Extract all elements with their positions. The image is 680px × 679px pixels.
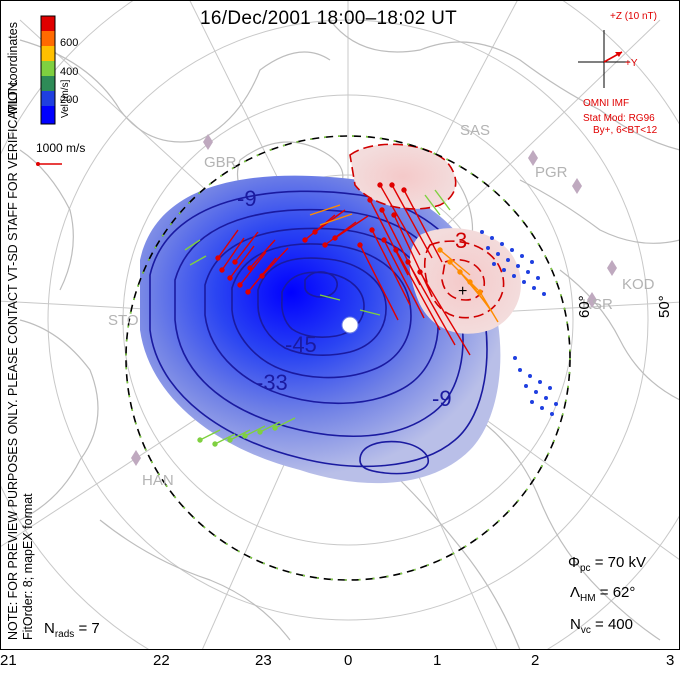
hm-latitude: ΛHM = 62° — [570, 584, 636, 604]
imf-y-label: +Y — [625, 58, 638, 69]
scale-arrow-dot — [36, 162, 40, 166]
mlt-tick-0: 0 — [344, 652, 353, 669]
station-kod: KOD — [622, 276, 655, 293]
mlt-tick-1: 1 — [433, 652, 442, 669]
velocity-vectors — [184, 182, 558, 447]
color-bar — [40, 15, 56, 125]
contour-label: -9 — [432, 386, 452, 411]
colorbar-tick-400: 400 — [60, 66, 79, 78]
vectors-orange — [309, 204, 499, 323]
radar-count: Nrads = 7 — [44, 620, 100, 640]
vectors-blue-dots — [480, 230, 558, 416]
station-sto: STO — [108, 312, 139, 329]
fit-order-label: FitOrder: 8; mapEX format — [21, 493, 35, 640]
station-gbr: GBR — [204, 154, 237, 171]
hm-boundary-vectors — [125, 135, 571, 581]
station-han: HAN — [142, 472, 174, 489]
station-sas: SAS — [460, 122, 491, 139]
mlt-tick-3: 3 — [666, 652, 675, 669]
latitude-50: 50° — [656, 295, 673, 318]
imf-condition: By+, 6<BT<12 — [593, 125, 658, 136]
preview-note: NOTE: FOR PREVIEW PURPOSES ONLY. PLEASE … — [6, 78, 20, 640]
mlt-tick-23: 23 — [255, 652, 272, 669]
mlt-tick-2: 2 — [531, 652, 540, 669]
svg-text:+: + — [458, 283, 467, 300]
imf-source: OMNI IMF — [583, 98, 630, 109]
page-title: 16/Dec/2001 18:00–18:02 UT — [200, 8, 458, 29]
pole-marker — [341, 316, 359, 334]
imf-dial — [578, 30, 630, 88]
coastlines — [19, 19, 680, 650]
scale-label: 1000 m/s — [36, 141, 86, 155]
vectors-dusk-red — [215, 209, 369, 295]
mlt-tick-22: 22 — [153, 652, 170, 669]
imf-z-label: +Z (10 nT) — [610, 11, 657, 22]
vector-count: Nvc = 400 — [570, 616, 633, 636]
contour-label: -9 — [237, 186, 257, 211]
contour-label: -45 — [285, 332, 317, 357]
latitude-60: 60° — [576, 295, 593, 318]
vectors-green — [184, 189, 451, 447]
colorbar-tick-600: 600 — [60, 37, 79, 49]
mlt-tick-21: 21 — [0, 652, 17, 669]
potential-drop: Φpc = 70 kV — [568, 554, 646, 574]
stat-mod-label: Stat Mod: RG96 — [583, 113, 655, 124]
station-pgr: PGR — [535, 164, 568, 181]
station-ksr: KSR — [582, 296, 613, 313]
contour-label: 3 — [455, 228, 468, 253]
colorbar-tick-200: 200 — [60, 94, 79, 106]
vectors-throat-red — [357, 182, 471, 356]
dusk-convection-cell — [140, 175, 501, 484]
contour-label: -33 — [256, 370, 288, 395]
